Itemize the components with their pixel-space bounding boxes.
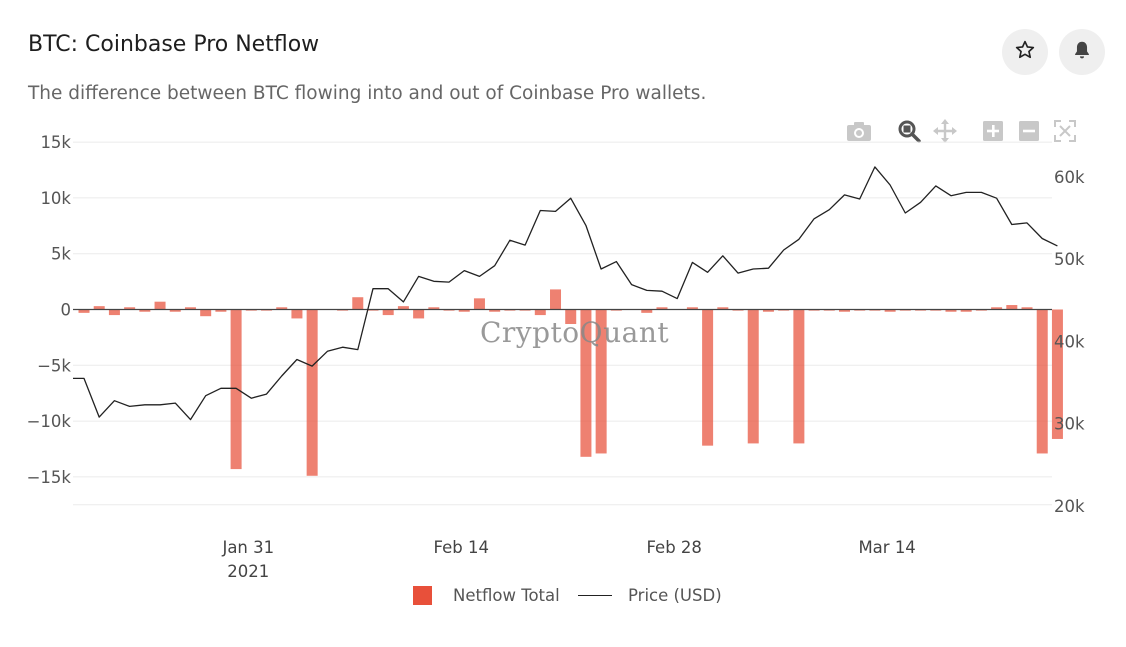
- y-left-tick-label: 10k: [40, 189, 71, 208]
- netflow-bar[interactable]: [534, 309, 546, 316]
- y-left-tick-label: −10k: [27, 412, 72, 431]
- y-axis-left: 15k 10k 5k 0 −5k −10k −15k: [27, 133, 72, 487]
- netflow-bar[interactable]: [215, 309, 227, 312]
- netflow-bar[interactable]: [291, 309, 303, 319]
- netflow-bar[interactable]: [108, 309, 120, 316]
- netflow-bar[interactable]: [458, 309, 470, 312]
- netflow-bar[interactable]: [793, 309, 805, 444]
- legend-label-price: Price (USD): [628, 585, 722, 605]
- x-tick-label: Jan 31: [221, 538, 274, 557]
- netflow-bar[interactable]: [686, 307, 698, 310]
- netflow-bar[interactable]: [154, 301, 166, 310]
- legend-item-netflow[interactable]: Netflow Total: [413, 582, 560, 608]
- y-left-tick-label: −5k: [37, 356, 71, 375]
- x-axis: Jan 31 2021 Feb 14 Feb 28 Mar 14: [221, 538, 915, 581]
- y-right-tick-label: 30k: [1054, 415, 1085, 434]
- zoom-in-icon[interactable]: [979, 117, 1007, 145]
- y-left-tick-label: 15k: [40, 133, 71, 152]
- page-title: BTC: Coinbase Pro Netflow: [28, 32, 320, 57]
- star-outline-icon: [1014, 39, 1036, 65]
- y-left-tick-label: 0: [61, 301, 72, 320]
- y-left-tick-label: 5k: [51, 245, 71, 264]
- x-tick-label: Mar 14: [858, 538, 915, 557]
- netflow-bar[interactable]: [473, 298, 485, 310]
- legend-swatch-line: [578, 594, 612, 596]
- legend-label-netflow: Netflow Total: [453, 585, 560, 605]
- netflow-bar[interactable]: [550, 289, 562, 310]
- bell-icon: [1071, 39, 1093, 65]
- netflow-bar[interactable]: [124, 307, 136, 310]
- netflow-bar[interactable]: [839, 309, 850, 312]
- x-tick-label: Feb 28: [646, 538, 701, 557]
- netflow-bar[interactable]: [656, 307, 668, 310]
- netflow-bar[interactable]: [565, 309, 577, 325]
- legend-swatch-bar: [413, 585, 432, 605]
- netflow-bar[interactable]: [762, 309, 774, 312]
- netflow-bar[interactable]: [1021, 307, 1033, 310]
- netflow-bar[interactable]: [200, 309, 212, 317]
- pan-icon[interactable]: [931, 117, 959, 145]
- price-line[interactable]: [73, 166, 1058, 421]
- netflow-bar[interactable]: [702, 309, 714, 446]
- netflow-bar[interactable]: [747, 309, 759, 444]
- netflow-bar[interactable]: [991, 307, 1003, 310]
- zoom-out-icon[interactable]: [1015, 117, 1043, 145]
- netflow-bar[interactable]: [945, 309, 957, 312]
- netflow-bar[interactable]: [884, 309, 896, 312]
- page-subtitle: The difference between BTC flowing into …: [28, 83, 707, 104]
- netflow-bars: [78, 289, 1063, 476]
- y-right-tick-label: 40k: [1054, 332, 1085, 351]
- netflow-bar[interactable]: [230, 309, 242, 470]
- netflow-bar[interactable]: [489, 309, 501, 312]
- camera-icon[interactable]: [845, 117, 873, 145]
- chart-legend: Netflow Total Price (USD): [0, 582, 1126, 608]
- legend-item-price[interactable]: Price (USD): [578, 582, 722, 608]
- y-right-tick-label: 20k: [1054, 497, 1085, 516]
- netflow-bar[interactable]: [428, 307, 440, 310]
- favorite-button[interactable]: [1002, 29, 1048, 75]
- netflow-bar[interactable]: [717, 307, 729, 310]
- netflow-bar[interactable]: [641, 309, 653, 313]
- zoom-icon[interactable]: [895, 117, 923, 145]
- alert-button[interactable]: [1059, 29, 1105, 75]
- netflow-bar[interactable]: [276, 307, 288, 310]
- netflow-bar[interactable]: [184, 307, 196, 310]
- netflow-bar[interactable]: [397, 306, 409, 310]
- netflow-bar[interactable]: [1036, 309, 1048, 454]
- netflow-bar[interactable]: [413, 309, 425, 319]
- netflow-bar[interactable]: [306, 309, 318, 476]
- x-tick-label: Feb 14: [434, 538, 489, 557]
- netflow-bar[interactable]: [1051, 309, 1063, 439]
- y-left-tick-label: −15k: [27, 468, 72, 487]
- netflow-bar[interactable]: [169, 309, 181, 312]
- autoscale-icon[interactable]: [1051, 117, 1079, 145]
- netflow-bar[interactable]: [139, 309, 151, 312]
- netflow-bar[interactable]: [352, 297, 364, 310]
- y-right-tick-label: 60k: [1054, 168, 1085, 187]
- netflow-bar[interactable]: [78, 309, 90, 313]
- netflow-bar[interactable]: [960, 309, 972, 312]
- price-line-layer: [73, 166, 1058, 421]
- netflow-bar[interactable]: [382, 309, 394, 316]
- y-right-tick-label: 50k: [1054, 250, 1085, 269]
- x-tick-sublabel: 2021: [227, 562, 269, 581]
- netflow-bar[interactable]: [580, 309, 592, 457]
- netflow-bar[interactable]: [595, 309, 607, 454]
- netflow-bar[interactable]: [1006, 305, 1018, 310]
- netflow-bar[interactable]: [93, 306, 105, 310]
- y-axis-right: 60k 50k 40k 30k 20k: [1054, 168, 1085, 516]
- watermark-logo: CryptoQuant: [480, 316, 670, 349]
